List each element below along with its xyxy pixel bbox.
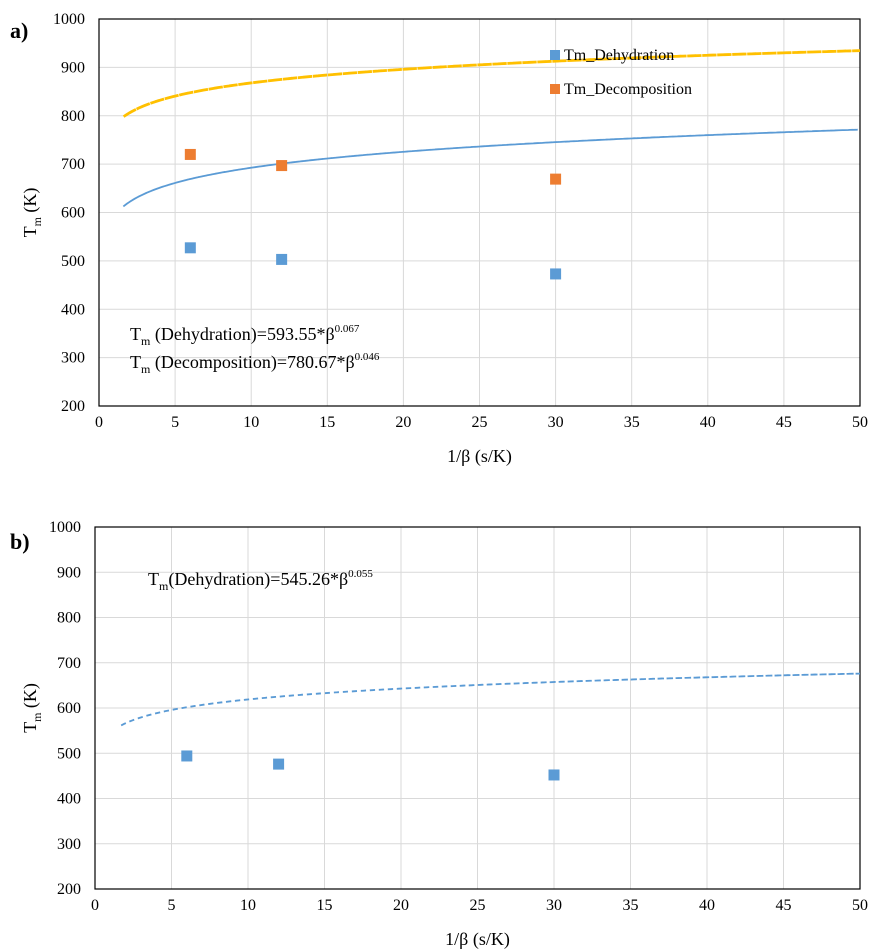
equation-T: T [130,324,141,344]
x-tick-label: 10 [240,897,256,914]
fit-curve [119,672,860,728]
data-point [550,173,562,185]
x-tick-label: 15 [317,897,333,914]
y-tick-label: 1000 [53,11,85,28]
y-tick-label: 400 [61,301,85,318]
legend: Tm_Dehydration Tm_Decomposition [550,47,692,98]
equation-body: (Dehydration)=593.55*β [150,324,334,345]
data-point [548,769,560,781]
fit-curve [122,128,860,208]
x-tick-label: 30 [548,414,564,431]
equation-body: (Dehydration)=545.26*β [168,569,348,590]
x-tick-label: 25 [472,414,488,431]
x-tick-label: 10 [243,414,259,431]
y-tick-label: 800 [57,610,81,627]
x-axis-title: 1/β (s/K) [445,929,510,949]
x-tick-label: 0 [95,414,103,431]
x-tick-label: 40 [699,897,715,914]
data-point [550,268,562,280]
y-tick-label: 400 [57,791,81,808]
x-tick-label: 20 [393,897,409,914]
legend-marker [550,50,560,60]
chart-panel-b: 0 5 10 15 20 25 30 35 40 45 50 200 300 400 500 600 700 80… [10,519,868,949]
x-tick-label: 20 [395,414,411,431]
y-tick-label: 200 [57,881,81,898]
x-tick-label: 35 [623,897,639,914]
y-tick-label: 300 [61,350,85,367]
data-point [276,253,288,265]
equation-subscript: m [141,334,151,348]
data-point [276,160,288,172]
chart-panel-a: 0 5 10 15 20 25 30 35 40 45 50 200 300 400 500 600 700 80… [10,11,868,467]
data-point [273,758,285,770]
y-tick-label: 300 [57,836,81,853]
y-axis-title-subscript: m [30,712,44,722]
y-axis-title: Tm (K) [20,188,44,238]
plot-frame [98,18,861,407]
legend-label: Tm_Decomposition [564,81,692,98]
y-tick-label: 800 [61,108,85,125]
y-tick-label: 900 [57,564,81,581]
y-tick-label: 600 [61,205,85,222]
x-tick-label: 45 [776,414,792,431]
x-tick-label: 5 [168,897,176,914]
data-point [184,242,196,254]
plot-frame [94,526,861,890]
panel-label: a) [10,18,28,43]
equation-annotation: Tm(Dehydration)=545.26*β0.055 [148,568,373,593]
y-axis-title-main: T [20,722,40,733]
y-tick-label: 900 [61,59,85,76]
data-point [184,148,196,160]
equation-subscript: m [141,362,151,376]
equation-annotation: Tm (Decomposition)=780.67*β0.046 [130,351,380,376]
fit-curve [122,49,860,119]
equation-exponent: 0.055 [348,568,373,580]
x-tick-label: 30 [546,897,562,914]
y-axis-title-unit: (K) [20,683,41,713]
legend-label: Tm_Dehydration [564,47,674,64]
equation-annotation: Tm (Dehydration)=593.55*β0.067 [130,323,360,348]
y-tick-label: 700 [61,156,85,173]
y-tick-label: 700 [57,655,81,672]
equation-exponent: 0.067 [335,323,360,335]
panel-label: b) [10,529,30,554]
x-tick-label: 35 [624,414,640,431]
y-tick-label: 200 [61,398,85,415]
legend-marker [550,84,560,94]
equation-subscript: m [159,579,169,593]
y-tick-label: 600 [57,700,81,717]
data-point [181,750,193,762]
y-axis-title: Tm (K) [20,683,44,733]
x-tick-label: 50 [852,414,868,431]
y-axis-title-subscript: m [30,216,44,226]
y-tick-label: 500 [61,253,85,270]
x-axis-title: 1/β (s/K) [447,446,512,467]
x-tick-label: 50 [852,897,868,914]
y-tick-label: 500 [57,745,81,762]
y-axis-title-unit: (K) [20,188,41,218]
y-tick-label: 1000 [49,519,81,536]
x-tick-label: 15 [319,414,335,431]
x-tick-label: 25 [470,897,486,914]
equation-exponent: 0.046 [355,351,380,363]
x-tick-label: 45 [776,897,792,914]
x-tick-label: 40 [700,414,716,431]
equation-T: T [148,569,159,589]
y-axis-title-main: T [20,226,40,237]
equation-body: (Decomposition)=780.67*β [150,352,354,373]
x-tick-label: 0 [91,897,99,914]
x-tick-label: 5 [171,414,179,431]
equation-T: T [130,352,141,372]
